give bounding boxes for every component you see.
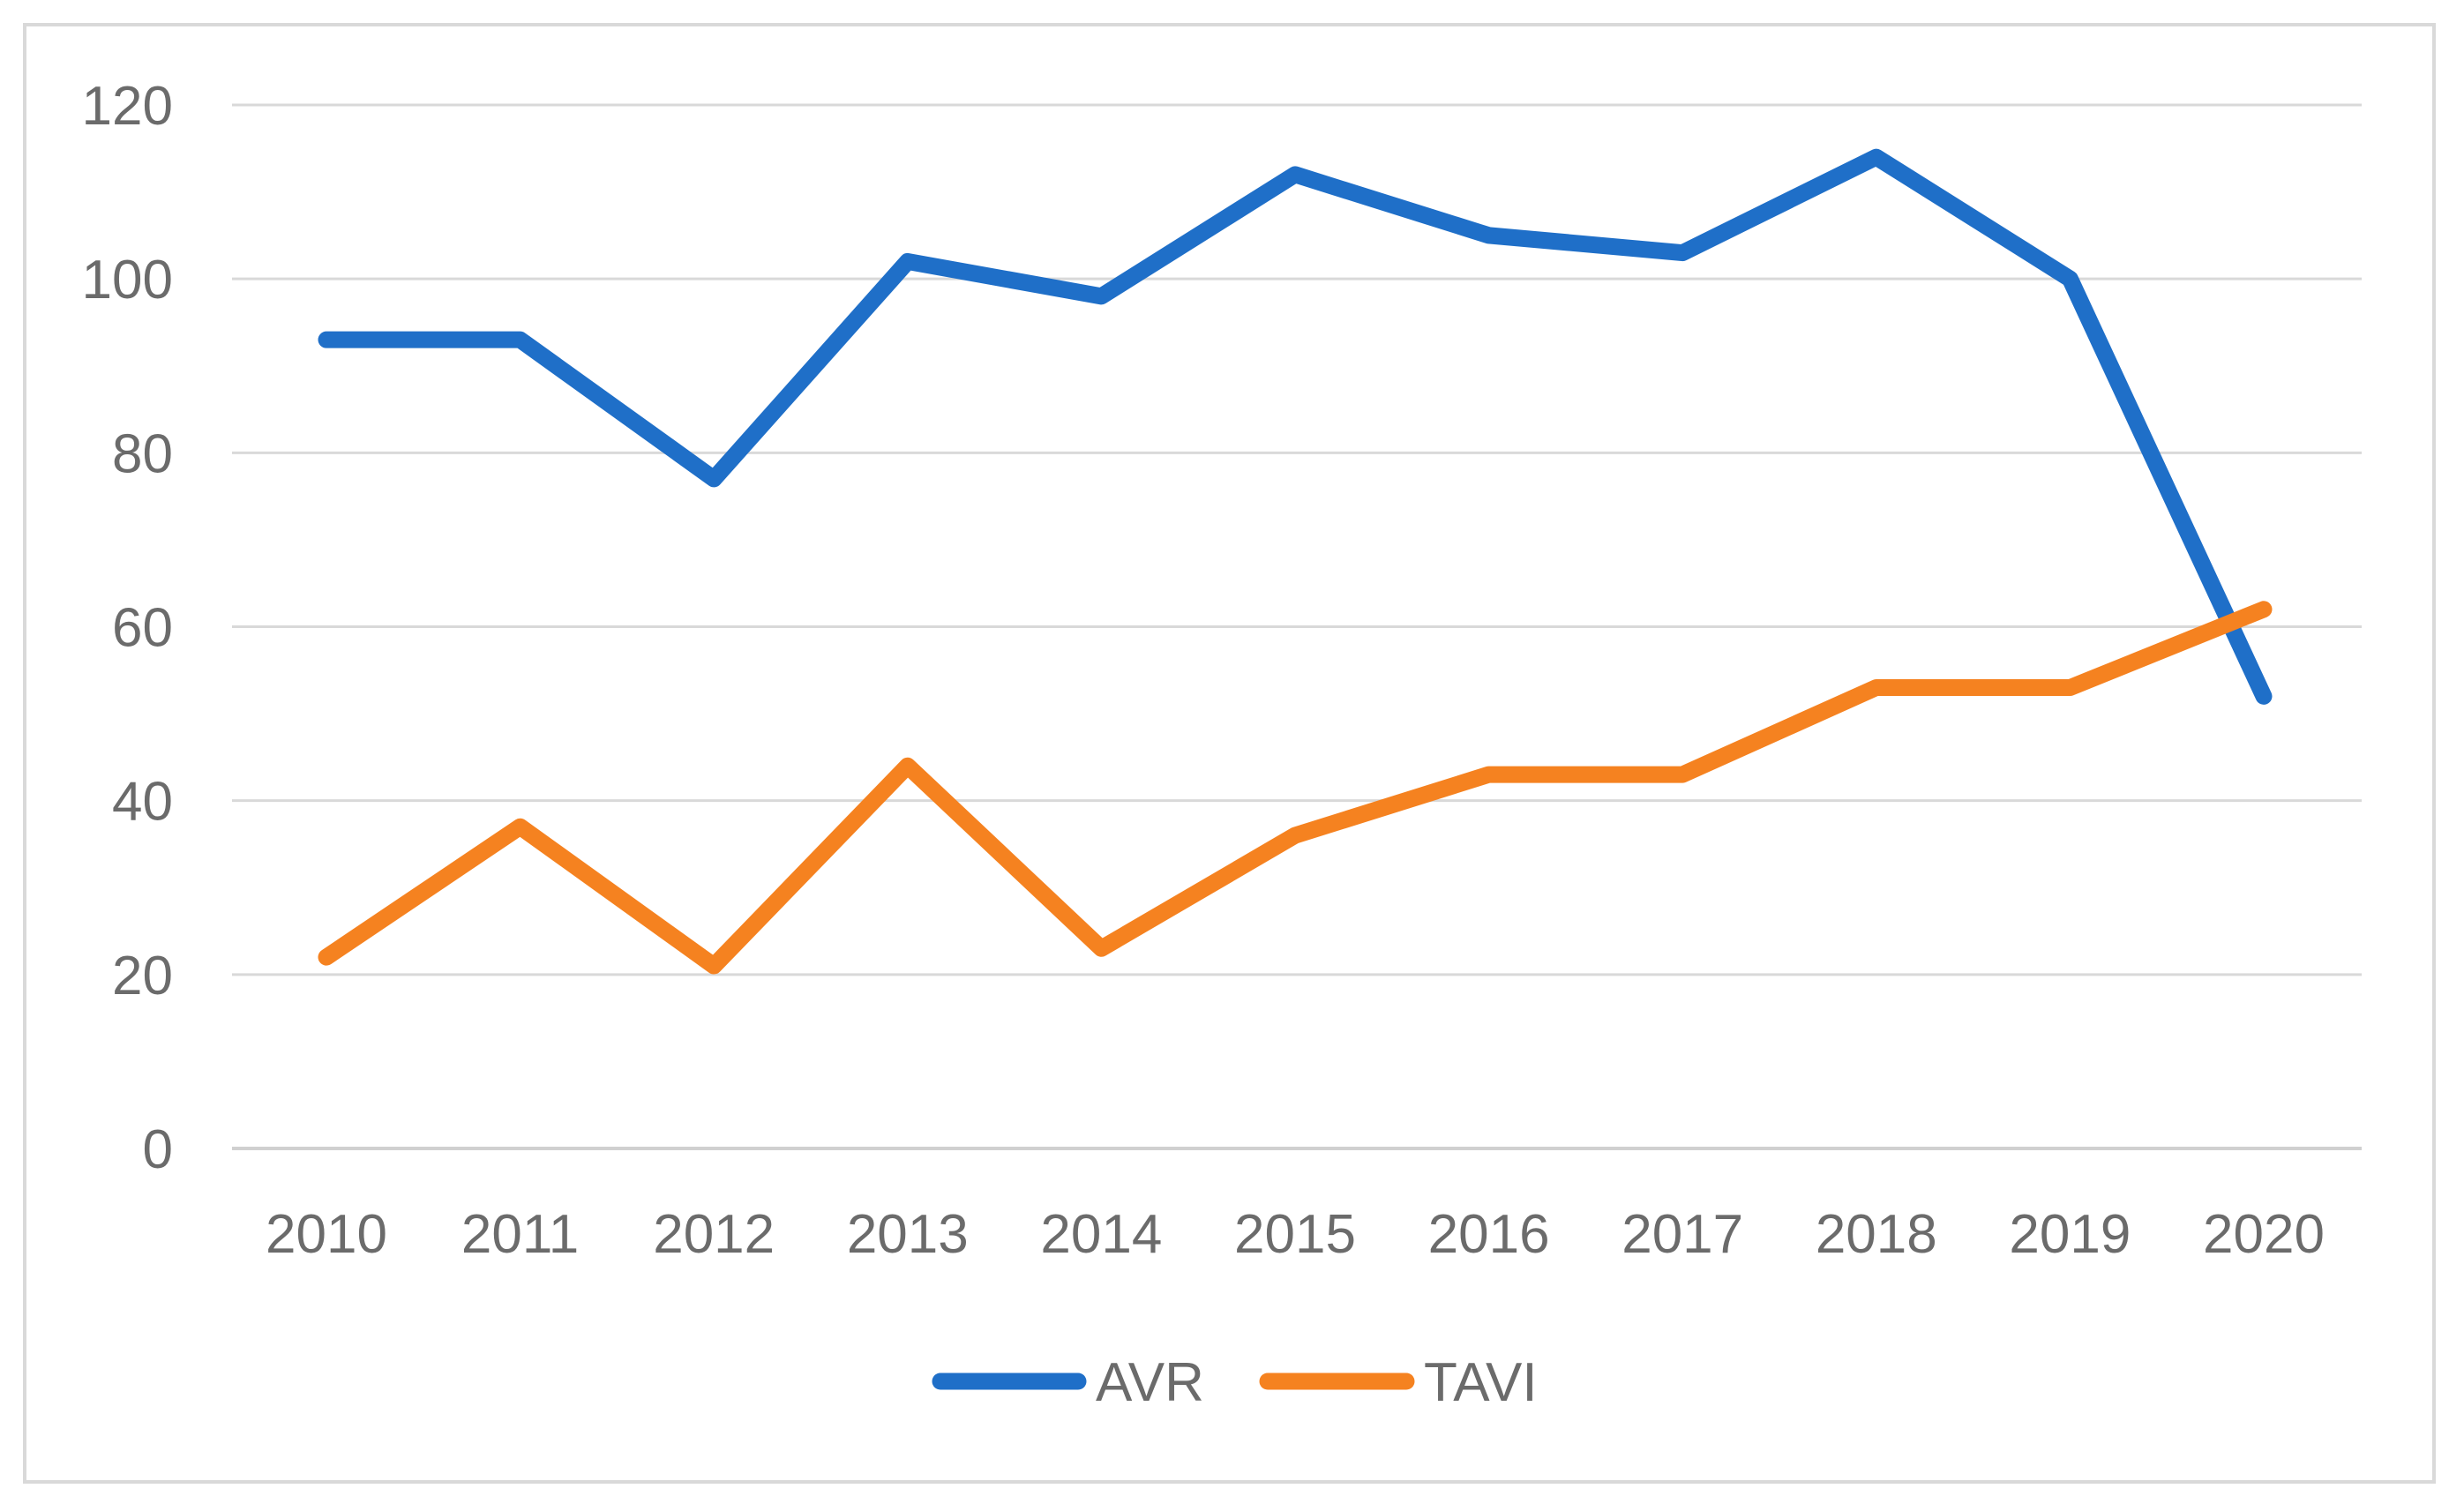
- legend-item-avr: AVR: [932, 1352, 1204, 1413]
- data-point-tavi: [1093, 940, 1109, 956]
- series-avr: [318, 148, 2273, 705]
- x-tick-label: 2020: [2203, 1204, 2325, 1265]
- legend-item-tavi: TAVI: [1259, 1352, 1538, 1413]
- series-lines: [318, 148, 2273, 975]
- y-tick-label: 40: [112, 772, 173, 833]
- x-tick-label: 2017: [1621, 1204, 1743, 1265]
- data-point-avr: [1287, 167, 1303, 183]
- y-tick-label: 100: [82, 250, 173, 310]
- y-tick-label: 20: [112, 946, 173, 1006]
- x-tick-label: 2012: [653, 1204, 775, 1265]
- chart-frame: [23, 23, 2436, 1484]
- legend-label-avr: AVR: [1096, 1352, 1204, 1413]
- data-point-tavi: [900, 758, 916, 774]
- legend: AVR TAVI: [932, 1352, 1538, 1413]
- data-point-tavi: [318, 949, 334, 965]
- x-axis-tick-labels: 2010 2011 2012 2013 2014 2015 2016 2017 2018 2019…: [266, 1204, 2325, 1265]
- x-tick-label: 2018: [1816, 1204, 1937, 1265]
- data-point-tavi: [1287, 827, 1303, 843]
- x-tick-label: 2016: [1428, 1204, 1550, 1265]
- data-point-avr: [1481, 228, 1497, 243]
- data-point-tavi: [1869, 680, 1884, 696]
- y-tick-label: 0: [143, 1119, 173, 1180]
- y-tick-label: 60: [112, 598, 173, 659]
- data-point-avr: [513, 332, 528, 348]
- data-point-tavi: [1481, 767, 1497, 782]
- data-point-avr: [706, 471, 722, 487]
- data-point-avr: [1093, 288, 1109, 304]
- series-line-tavi: [318, 601, 2273, 975]
- data-point-tavi: [2256, 602, 2272, 617]
- y-tick-label: 120: [82, 76, 173, 137]
- x-tick-label: 2015: [1234, 1204, 1356, 1265]
- y-tick-label: 80: [112, 423, 173, 484]
- data-point-avr: [1674, 245, 1690, 261]
- data-point-avr: [318, 332, 334, 348]
- data-point-avr: [2062, 271, 2078, 287]
- x-tick-label: 2014: [1040, 1204, 1162, 1265]
- x-tick-label: 2013: [847, 1204, 969, 1265]
- data-point-tavi: [706, 958, 722, 974]
- series-tavi: [318, 601, 2273, 975]
- data-point-tavi: [513, 819, 528, 834]
- legend-label-tavi: TAVI: [1424, 1352, 1538, 1413]
- series-line-avr: [318, 148, 2273, 705]
- data-point-avr: [1869, 149, 1884, 165]
- data-point-avr: [900, 253, 916, 269]
- x-tick-label: 2019: [2009, 1204, 2131, 1265]
- data-point-tavi: [2062, 680, 2078, 696]
- x-tick-label: 2010: [266, 1204, 387, 1265]
- data-point-tavi: [1674, 767, 1690, 782]
- y-axis-tick-labels: 0 20 40 60 80 100 120: [82, 76, 173, 1180]
- x-tick-label: 2011: [461, 1204, 579, 1265]
- grid-lines: [232, 103, 2362, 976]
- data-point-avr: [2256, 688, 2272, 704]
